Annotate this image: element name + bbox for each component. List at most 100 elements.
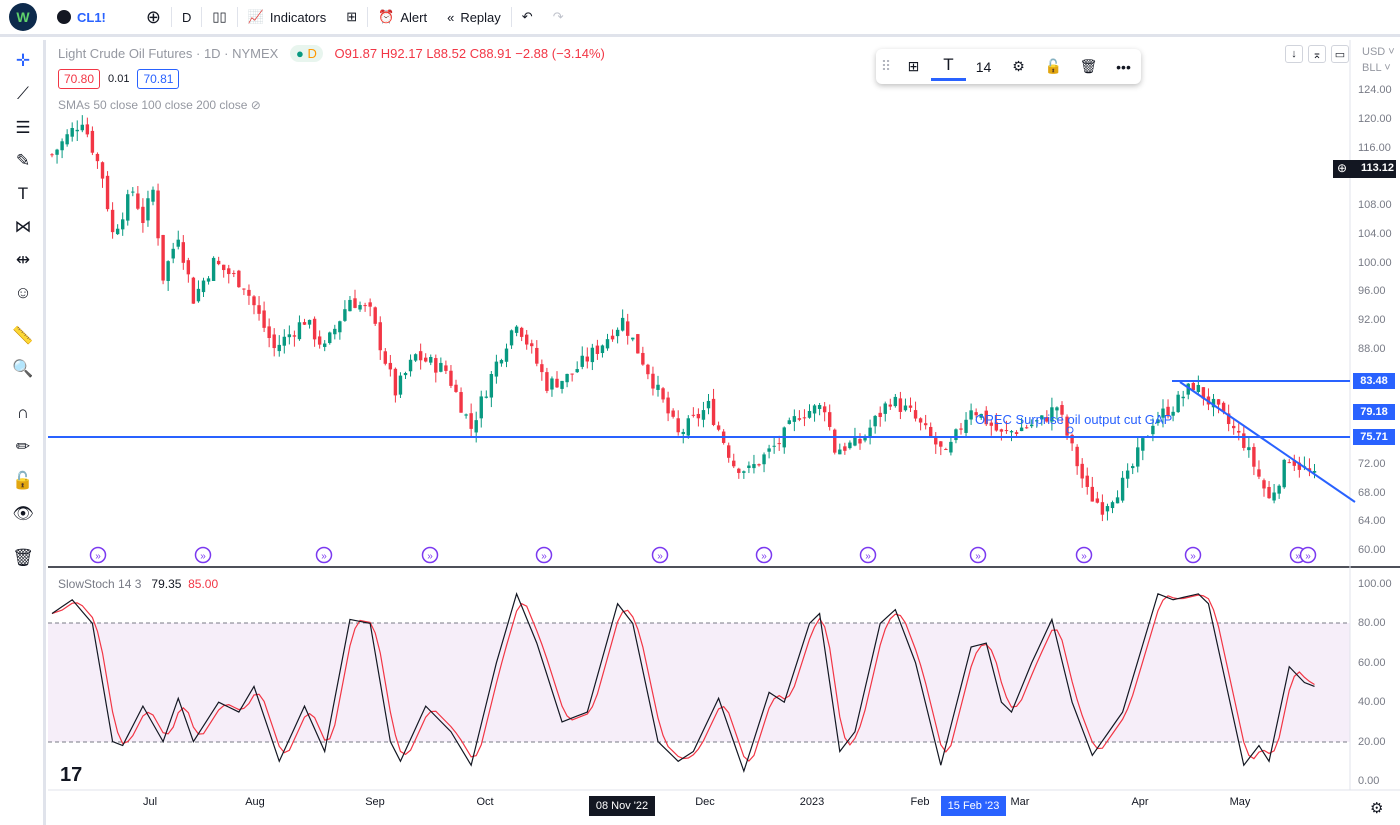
undo-button[interactable]: ↶ (512, 0, 543, 36)
candle-body (328, 332, 332, 344)
buy-price-button[interactable]: 70.81 (137, 69, 180, 89)
candle-body (312, 318, 317, 340)
sma-legend[interactable]: SMAs 50 close 100 close 200 close ⊘ (58, 98, 261, 112)
collapse-button[interactable]: ⌅ (1308, 45, 1326, 63)
candle-body (575, 369, 579, 373)
economic-event-icon[interactable] (194, 546, 212, 564)
economic-event-icon[interactable] (421, 546, 439, 564)
candle-body (585, 356, 589, 362)
magnet-icon[interactable]: ∩ (16, 403, 30, 422)
delete-icon[interactable]: 🗑 (1079, 58, 1098, 74)
indicators-button[interactable]: 📈 Indicators (238, 0, 337, 36)
high-value: H92.17 (380, 46, 423, 61)
candle-body (1171, 411, 1175, 416)
candle-body (479, 396, 483, 419)
stoch-legend[interactable]: SlowStoch 14 3 79.35 85.00 (58, 577, 218, 591)
unit-select[interactable]: BLL ˅ (1362, 62, 1391, 74)
economic-event-icon[interactable] (969, 546, 987, 564)
candle-body (848, 442, 852, 449)
economic-event-icon[interactable] (315, 546, 333, 564)
candle-body (898, 398, 903, 412)
trash-icon[interactable]: 🗑 (12, 548, 34, 567)
economic-event-icon[interactable] (1299, 546, 1317, 564)
time-axis-label: Feb (910, 796, 930, 808)
app-logo[interactable]: W (9, 3, 37, 31)
scroll-down-button[interactable]: ↓ (1285, 45, 1303, 63)
candle-body (136, 193, 140, 209)
currency-select[interactable]: USD ˅ (1362, 46, 1395, 58)
candle-body (858, 438, 862, 444)
text-anchor-handle[interactable] (1066, 426, 1074, 434)
alert-button[interactable]: ⏰ Alert (368, 0, 437, 36)
low-value: L88.52 (426, 46, 467, 61)
candle-body (1237, 430, 1241, 433)
lock-icon[interactable]: 🔓 (1044, 58, 1063, 74)
pattern-tool-icon[interactable]: ⋈ (14, 217, 32, 236)
template-icon[interactable]: ⊞ (907, 58, 920, 74)
replay-button[interactable]: « Replay (437, 0, 511, 36)
divider (236, 7, 238, 27)
zoom-in-icon[interactable]: 🔍 (12, 359, 34, 378)
market-status-badge[interactable]: ● D (289, 45, 323, 62)
time-axis-label: May (1229, 796, 1251, 808)
chart-type-button[interactable]: ▯▯ (202, 0, 236, 36)
economic-event-icon[interactable] (1075, 546, 1093, 564)
sell-price-button[interactable]: 70.80 (58, 69, 101, 89)
candle-body (201, 280, 206, 293)
candle-body (802, 417, 807, 419)
candle-body (833, 429, 837, 453)
trendline-tool-icon[interactable]: ⟋ (17, 84, 29, 103)
stoch-axis-label: 20.00 (1358, 735, 1386, 748)
prediction-tool-icon[interactable]: ⇹ (15, 250, 31, 269)
brush-tool-icon[interactable]: ✎ (15, 151, 31, 170)
economic-event-icon[interactable] (1184, 546, 1202, 564)
settings-icon[interactable]: ⚙ (1012, 58, 1025, 74)
crosshair-tool-icon[interactable]: ✛ (15, 51, 31, 70)
eye-hidden-icon[interactable]: ⊘ (250, 98, 261, 112)
more-icon[interactable]: ••• (1116, 58, 1131, 75)
chart-settings-icon[interactable]: ⚙ (1370, 800, 1384, 817)
candle-body (1024, 427, 1029, 429)
lock-drawing-icon[interactable]: ✏ (15, 437, 31, 456)
economic-event-icon[interactable] (89, 546, 107, 564)
unlock-icon[interactable]: 🔓 (12, 471, 34, 490)
grid-icon: ⊞ (346, 9, 358, 24)
economic-event-icon[interactable] (859, 546, 877, 564)
text-tool-icon[interactable]: T (17, 184, 29, 203)
candle-body (302, 322, 307, 325)
text-color-icon[interactable]: T (931, 53, 966, 81)
economic-event-icon[interactable] (535, 546, 553, 564)
candle-body (459, 392, 463, 413)
interval-button[interactable]: D (172, 0, 201, 36)
symbol-button[interactable]: CL1! (47, 0, 116, 36)
candle-body (1014, 432, 1019, 434)
redo-button[interactable]: ↷ (543, 0, 574, 36)
fib-tool-icon[interactable]: ☰ (15, 118, 31, 137)
ruler-tool-icon[interactable]: 📏 (12, 326, 34, 345)
economic-event-icon[interactable] (651, 546, 669, 564)
candle-body (797, 418, 802, 420)
symbol-title: Light Crude Oil Futures · 1D · NYMEX (58, 46, 279, 61)
candle-body (600, 345, 605, 354)
eye-icon[interactable]: 👁 (12, 504, 34, 523)
economic-event-icon[interactable] (755, 546, 773, 564)
font-size-button[interactable]: 14 (975, 58, 992, 75)
fullscreen-button[interactable]: ▭ (1331, 45, 1349, 63)
event-arrow-icon: » (95, 551, 101, 562)
compare-button[interactable]: ⊕ (136, 0, 171, 36)
candle-body (1040, 415, 1044, 420)
price-axis-label: 96.00 (1358, 285, 1386, 298)
trendline[interactable] (1179, 381, 1356, 503)
opec-text-annotation[interactable]: OPEC Surprise oil output cut GAP (975, 412, 1173, 427)
symbol-label: CL1! (77, 9, 106, 25)
layouts-button[interactable]: ⊞ (336, 0, 367, 36)
add-alert-plus-icon[interactable]: ⊕ (1337, 161, 1348, 175)
price-axis-label: 120.00 (1358, 112, 1392, 125)
candle-body (944, 449, 948, 451)
emoji-tool-icon[interactable]: ☺ (14, 283, 32, 302)
time-axis-label: 2023 (799, 796, 825, 808)
drag-handle-icon[interactable]: ⠿ (880, 58, 892, 74)
candle-body (494, 361, 499, 377)
tradingview-logo[interactable]: 17 (60, 764, 83, 786)
